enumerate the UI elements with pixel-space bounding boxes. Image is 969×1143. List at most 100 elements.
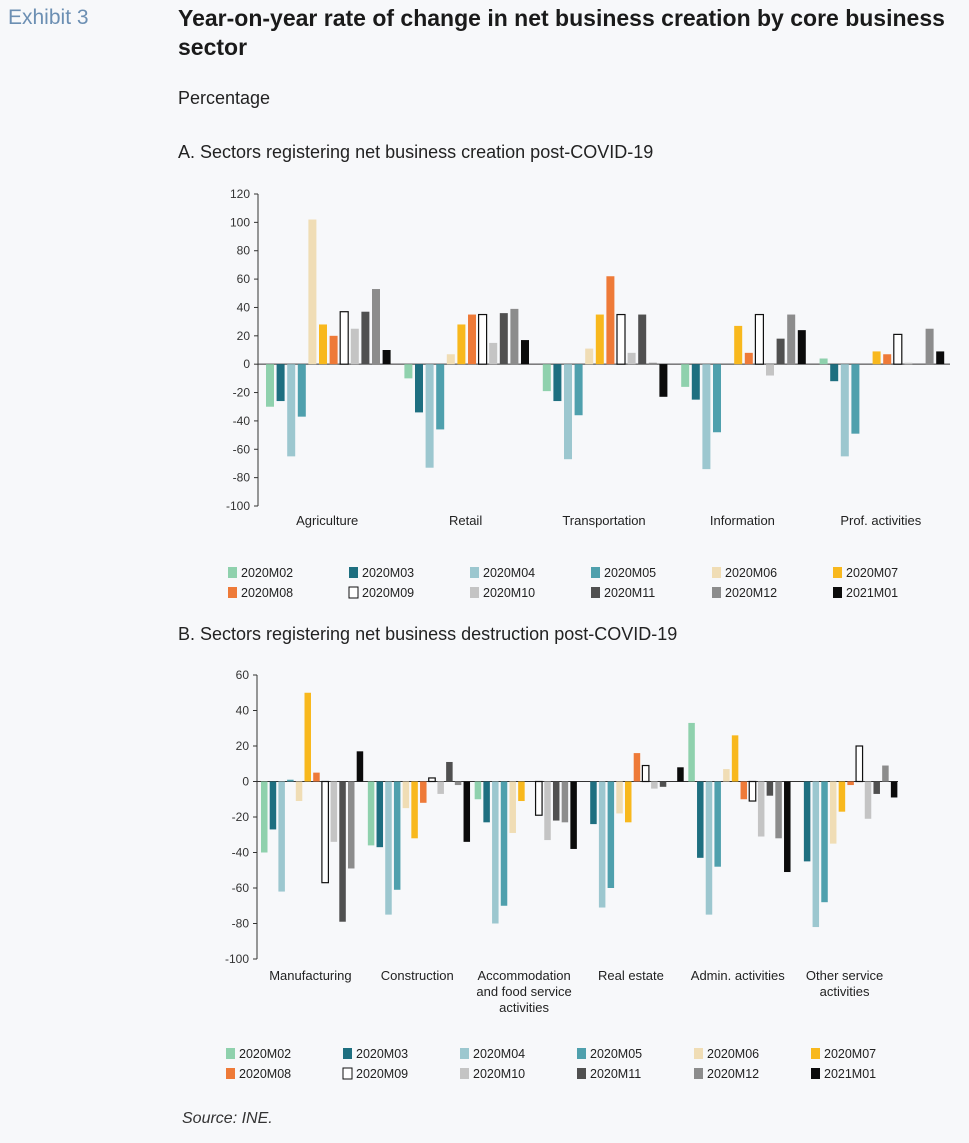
bar-2020M06-0 (295, 781, 303, 802)
bar-2020M08-4 (740, 781, 748, 800)
bar-2020M11-1 (446, 761, 453, 782)
legend-label: 2020M05 (590, 1047, 642, 1061)
bar-2020M04-1 (385, 781, 392, 915)
legend-label: 2020M08 (239, 1067, 291, 1081)
bar-2020M10-0 (330, 781, 338, 842)
legend-label: 2020M10 (473, 1067, 525, 1081)
bar-2020M05-3 (713, 364, 721, 433)
bar-2021M01-4 (936, 351, 945, 365)
y-tick-label: -80 (233, 471, 251, 485)
bar-2020M12-1 (510, 308, 519, 365)
legend-label: 2020M09 (362, 586, 414, 600)
legend-swatch (694, 1048, 703, 1059)
bar-2020M04-5 (812, 781, 820, 928)
legend-label: 2020M11 (590, 1067, 641, 1081)
bar-2020M03-1 (376, 781, 384, 848)
bar-2020M06-3 (616, 781, 623, 814)
bar-2020M05-2 (500, 781, 508, 906)
bar-2021M01-5 (890, 781, 898, 798)
bar-2020M11-2 (552, 781, 560, 821)
bar-2020M02-0 (261, 781, 268, 853)
legend-swatch (591, 567, 600, 578)
bar-2021M01-3 (797, 330, 806, 365)
bar-2020M05-1 (393, 781, 401, 890)
bar-2020M03-2 (483, 781, 490, 823)
legend-swatch (349, 567, 358, 578)
bar-2020M09-5 (855, 745, 864, 783)
legend-swatch (228, 567, 237, 578)
bar-2020M05-4 (851, 364, 860, 434)
y-tick-label: -100 (226, 499, 250, 513)
bar-2020M07-1 (411, 781, 418, 839)
bar-2020M11-0 (361, 311, 370, 365)
y-tick-label: 20 (236, 739, 250, 753)
bar-2020M05-0 (287, 779, 294, 782)
legend-label: 2020M03 (356, 1047, 408, 1061)
y-tick-label: 100 (230, 215, 250, 229)
bar-2020M06-4 (723, 769, 730, 782)
legend-swatch (712, 567, 721, 578)
bar-2020M03-0 (276, 364, 285, 402)
panel-a-title: A. Sectors registering net business crea… (178, 142, 654, 162)
y-tick-label: -80 (232, 917, 250, 931)
bar-2020M04-3 (702, 364, 711, 470)
panel-b-chart: 60 40 20 0 -20 -40 -60 -80 -100 Manufacturing Cons… (225, 668, 898, 1081)
bar-2020M12-2 (561, 781, 569, 823)
legend-swatch (712, 587, 721, 598)
category-label: Accommodation and food service activities (476, 968, 571, 1015)
bar-2020M06-2 (509, 781, 516, 833)
legend-swatch (226, 1068, 235, 1079)
y-tick-label: -40 (233, 414, 251, 428)
bar-2020M08-3 (633, 753, 641, 782)
bar-2020M09-1 (478, 313, 488, 365)
legend-label: 2020M04 (483, 566, 535, 580)
bar-2020M11-5 (873, 781, 880, 794)
legend-swatch (577, 1048, 586, 1059)
bar-2020M10-5 (864, 781, 872, 819)
legend-swatch (342, 1067, 353, 1080)
bar-2020M11-2 (638, 314, 647, 365)
bar-2020M10-4 (757, 781, 765, 837)
y-tick-label: 40 (236, 704, 250, 718)
legend-label: 2020M07 (824, 1047, 876, 1061)
bar-2020M02-4 (688, 722, 695, 782)
bar-2020M04-4 (705, 781, 713, 915)
bar-2020M09-4 (748, 780, 757, 802)
bar-2020M08-0 (313, 772, 320, 782)
bar-2020M12-2 (648, 362, 657, 365)
y-tick-label: 120 (230, 187, 250, 201)
bar-2020M12-1 (454, 781, 462, 786)
bar-2020M11-1 (499, 313, 508, 365)
bar-2020M05-4 (714, 781, 721, 867)
bar-2020M04-3 (598, 781, 606, 908)
category-label: Retail (449, 513, 482, 528)
legend-label: 2020M12 (725, 586, 777, 600)
bar-2020M12-5 (882, 765, 889, 782)
bar-2020M12-4 (775, 781, 782, 839)
bar-2020M03-0 (269, 781, 277, 830)
legend-swatch (226, 1048, 235, 1059)
bar-2020M07-3 (625, 781, 632, 823)
bar-2020M08-4 (883, 354, 892, 365)
chart-title: Year-on-year rate of change in net busin… (178, 5, 945, 60)
bar-2020M03-3 (590, 781, 597, 825)
legend-swatch (460, 1048, 469, 1059)
legend-swatch (811, 1048, 820, 1059)
bar-2020M06-5 (829, 781, 837, 844)
legend-label: 2020M02 (241, 566, 293, 580)
y-tick-label: -60 (232, 881, 250, 895)
bar-2020M06-0 (308, 219, 317, 365)
y-tick-label: 40 (237, 300, 251, 314)
legend-swatch (343, 1048, 352, 1059)
legend-swatch (460, 1068, 469, 1079)
y-tick-label: 0 (242, 775, 249, 789)
bar-2020M08-0 (329, 335, 338, 365)
legend-label: 2020M10 (483, 586, 535, 600)
bar-2020M03-5 (803, 781, 811, 862)
bar-2020M09-3 (754, 313, 765, 365)
legend-swatch (833, 567, 842, 578)
legend-label: 2020M06 (707, 1047, 759, 1061)
bar-2020M12-4 (925, 328, 934, 365)
bar-2020M04-1 (425, 364, 434, 468)
y-tick-label: -100 (225, 952, 249, 966)
